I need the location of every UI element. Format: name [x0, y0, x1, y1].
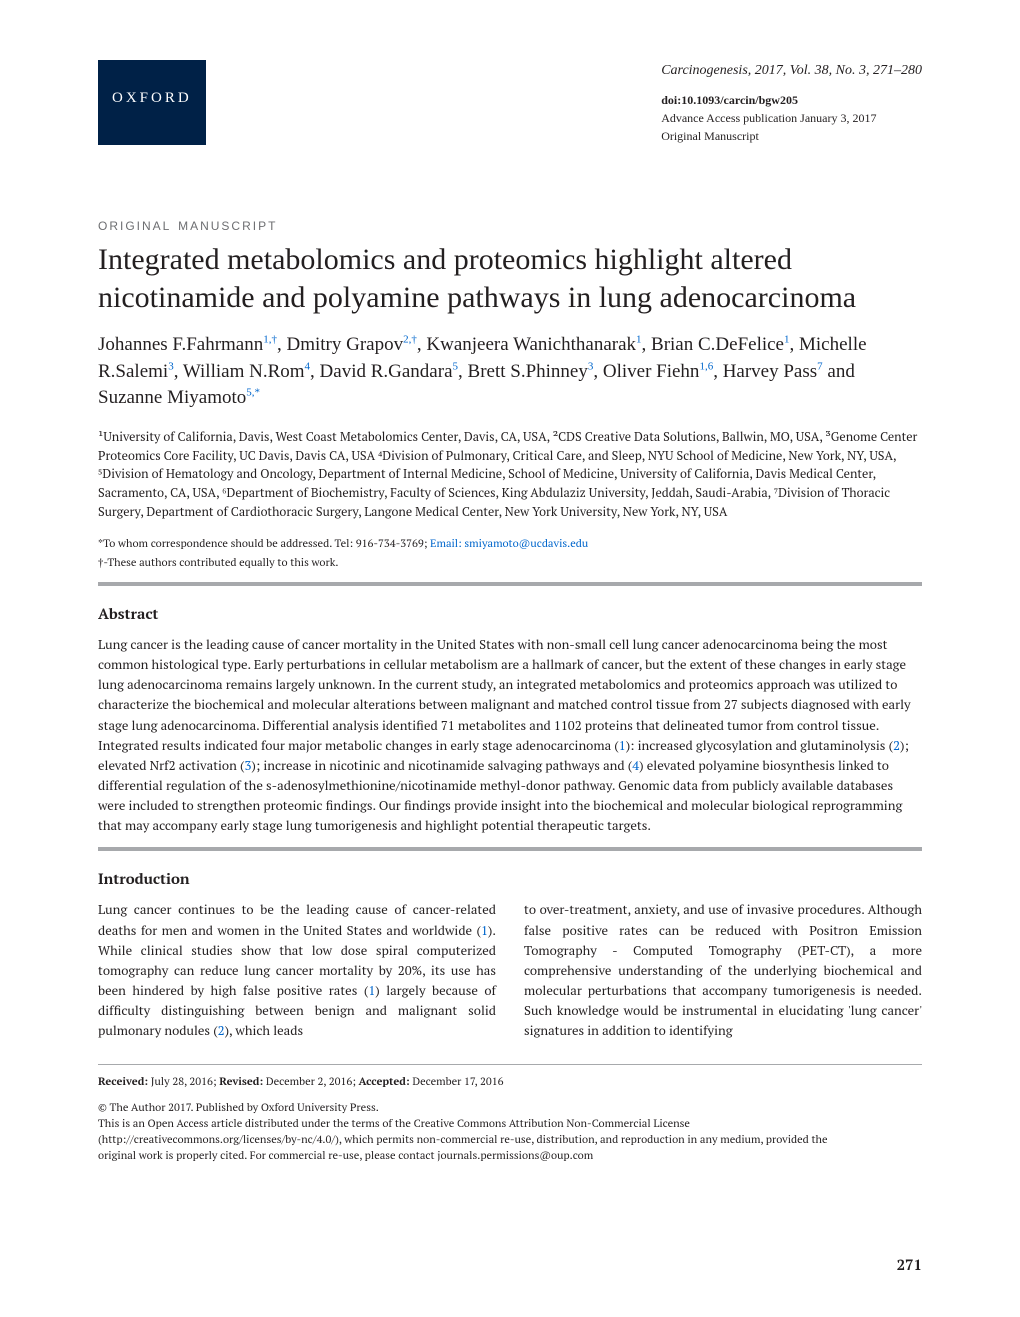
citation-block: Carcinogenesis, 2017, Vol. 38, No. 3, 27…: [661, 60, 922, 145]
equal-contribution-note: †-These authors contributed equally to t…: [98, 556, 922, 570]
footer-rule: [98, 1064, 922, 1065]
abstract-body: Lung cancer is the leading cause of canc…: [98, 634, 922, 835]
intro-col-left: Lung cancer continues to be the leading …: [98, 899, 496, 1040]
email-label: Email:: [430, 537, 464, 551]
header-row: OXFORD Carcinogenesis, 2017, Vol. 38, No…: [98, 60, 922, 145]
correspondence-text: *To whom correspondence should be addres…: [98, 537, 430, 551]
divider-rule: [98, 582, 922, 586]
article-type-small: Original Manuscript: [661, 127, 922, 145]
abstract-heading: Abstract: [98, 604, 922, 624]
intro-col-right: to over-treatment, anxiety, and use of i…: [524, 899, 922, 1040]
section-label: original manuscript: [98, 215, 922, 235]
page-number: 271: [897, 1255, 922, 1275]
affiliations: ¹University of California, Davis, West C…: [98, 428, 922, 522]
article-title: Integrated metabolomics and proteomics h…: [98, 241, 922, 316]
divider-rule: [98, 847, 922, 851]
license-text: This is an Open Access article distribut…: [98, 1117, 922, 1165]
correspondence-email[interactable]: smiyamoto@ucdavis.edu: [464, 537, 588, 551]
introduction-heading: Introduction: [98, 869, 922, 889]
copyright-line: © The Author 2017. Published by Oxford U…: [98, 1101, 922, 1117]
doi: doi:10.1093/carcin/bgw205: [661, 91, 922, 109]
publisher-badge: OXFORD: [98, 60, 206, 145]
introduction-columns: Lung cancer continues to be the leading …: [98, 899, 922, 1040]
journal-citation: Carcinogenesis, 2017, Vol. 38, No. 3, 27…: [661, 60, 922, 81]
correspondence: *To whom correspondence should be addres…: [98, 536, 922, 553]
author-list: Johannes F.Fahrmann1,†, Dmitry Grapov2,†…: [98, 332, 922, 412]
article-dates: Received: July 28, 2016; Revised: Decemb…: [98, 1075, 922, 1089]
advance-access: Advance Access publication January 3, 20…: [661, 109, 922, 127]
